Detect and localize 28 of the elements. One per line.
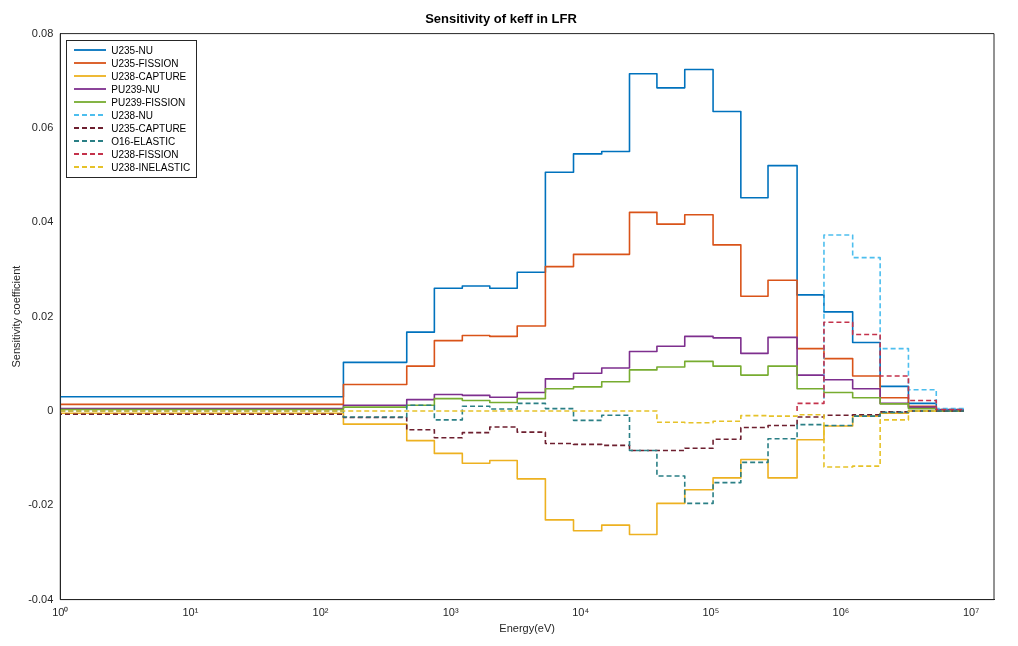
legend-label: U235-NU	[111, 43, 153, 57]
y-axis-title: Sensitivity coefficient	[9, 265, 22, 368]
x-tick-label: 10⁰	[52, 606, 69, 619]
x-tick-label: 10³	[442, 606, 459, 619]
y-tick-label: 0	[47, 403, 54, 416]
legend-label: U235-CAPTURE	[111, 121, 187, 135]
legend-label: PU239-NU	[111, 82, 160, 96]
x-tick-label: 10²	[312, 606, 329, 619]
y-tick-label: 0.04	[31, 215, 54, 228]
x-tick-label: 10⁴	[572, 606, 590, 619]
legend-label: O16-ELASTIC	[111, 134, 176, 148]
legend-label: U238-CAPTURE	[111, 69, 187, 83]
chart-title: Sensitivity of keff in LFR	[425, 11, 578, 27]
legend-label: U235-FISSION	[111, 56, 179, 70]
y-tick-label: 0.08	[31, 26, 54, 39]
y-tick-label: -0.02	[28, 498, 54, 511]
x-tick-label: 10⁵	[702, 606, 720, 619]
y-tick-label: 0.06	[31, 120, 54, 133]
y-tick-label: 0.02	[31, 309, 54, 322]
x-tick-label: 10¹	[182, 606, 199, 619]
x-tick-label: 10⁷	[962, 606, 980, 619]
legend-label: U238-NU	[111, 108, 153, 122]
legend-label: U238-FISSION	[111, 147, 179, 161]
legend-label: U238-INELASTIC	[111, 160, 191, 174]
x-axis-title: Energy(eV)	[499, 622, 555, 635]
y-tick-label: -0.04	[28, 592, 54, 605]
legend-label: PU239-FISSION	[111, 95, 186, 109]
x-tick-label: 10⁶	[832, 606, 850, 619]
